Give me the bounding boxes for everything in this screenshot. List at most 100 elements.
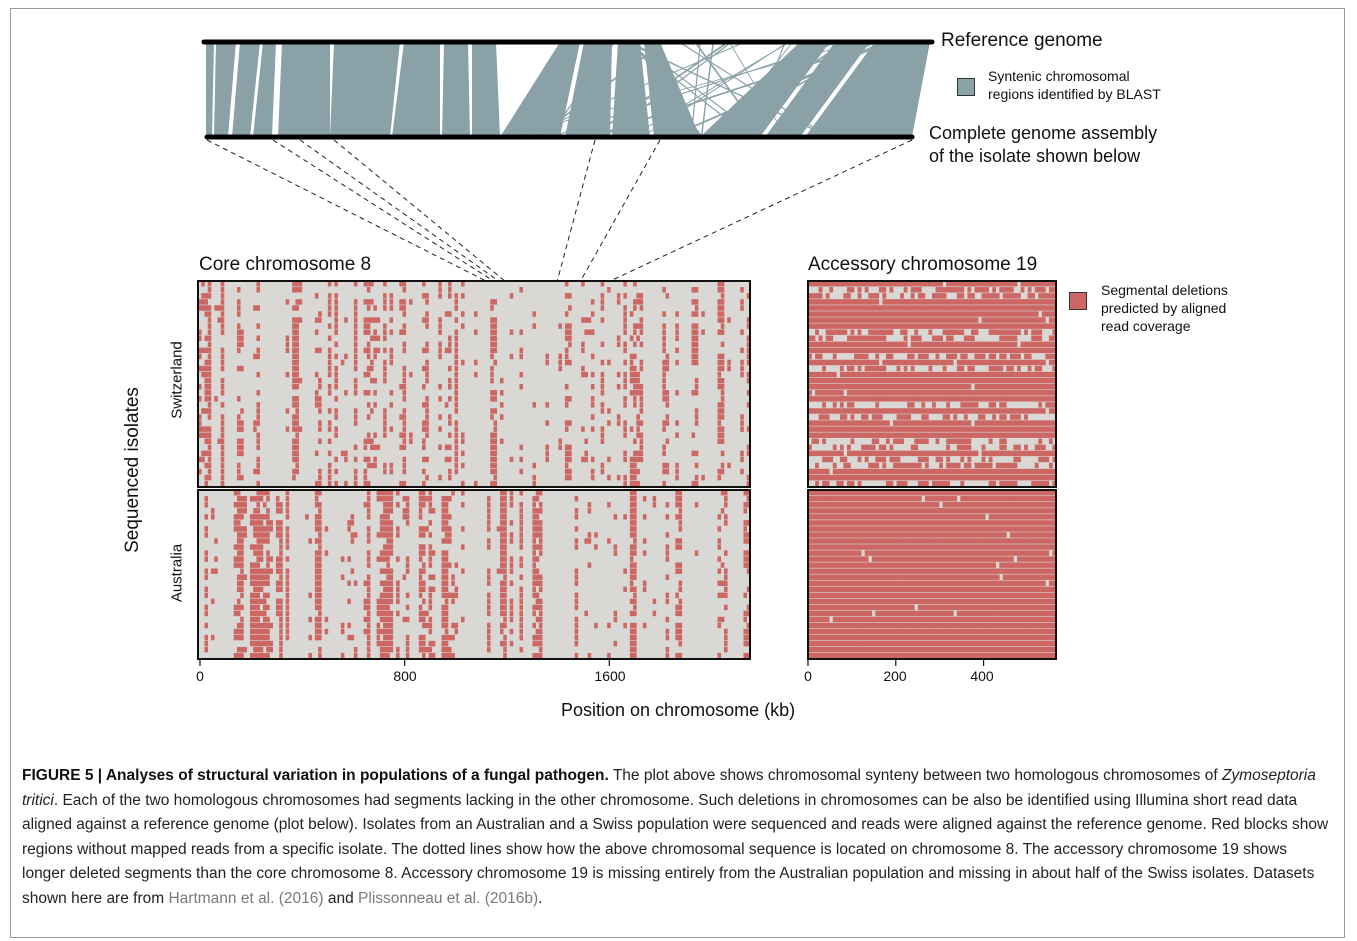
- deletion-block: [832, 526, 844, 532]
- synteny-link: [633, 41, 761, 138]
- deletion-block: [999, 562, 1011, 568]
- deletion-block: [740, 359, 744, 366]
- deletion-block: [318, 311, 322, 317]
- deletion-block: [1038, 456, 1043, 463]
- deletion-block: [418, 646, 423, 653]
- deletion-block: [389, 508, 394, 514]
- deletion-block: [623, 341, 627, 348]
- deletion-block: [519, 371, 524, 378]
- deletion-block: [970, 616, 982, 623]
- deletion-block: [832, 468, 869, 475]
- deletion-block: [259, 652, 264, 659]
- deletion-block: [532, 532, 536, 538]
- deletion-block: [486, 538, 491, 544]
- deletion-block: [587, 652, 592, 659]
- deletion-block: [808, 556, 816, 562]
- deletion-block: [808, 550, 819, 556]
- deletion-block: [461, 281, 465, 287]
- deletion-block: [1009, 544, 1021, 550]
- deletion-block: [811, 438, 816, 444]
- deletion-block: [532, 480, 536, 487]
- deletion-block: [519, 384, 524, 390]
- deletion-block: [259, 598, 267, 605]
- deletion-block: [857, 556, 869, 562]
- deletion-block: [691, 323, 699, 329]
- deletion-block: [262, 532, 267, 538]
- deletion-block: [629, 526, 637, 532]
- deletion-block: [418, 532, 426, 538]
- deletion-block: [613, 514, 618, 520]
- deletion-block: [249, 514, 254, 520]
- deletion-block: [818, 508, 830, 514]
- deletion-block: [818, 293, 823, 299]
- deletion-block: [363, 329, 368, 335]
- deletion-block: [921, 520, 933, 526]
- deletion-block: [256, 556, 264, 562]
- deletion-block: [402, 347, 407, 354]
- deletion-block: [259, 640, 267, 647]
- deletion-block: [204, 574, 209, 580]
- deletion-block: [519, 456, 524, 463]
- deletion-block: [201, 347, 212, 354]
- deletion-block: [353, 456, 358, 463]
- deletion-block: [256, 323, 260, 329]
- deletion-block: [740, 365, 744, 372]
- deletion-block: [204, 496, 209, 502]
- deletion-block: [590, 299, 595, 305]
- deletion-block: [818, 574, 830, 580]
- deletion-block: [960, 526, 972, 532]
- deletion-block: [383, 365, 387, 372]
- deletion-block: [921, 293, 926, 299]
- deletion-block: [441, 562, 449, 568]
- deletion-block: [746, 323, 751, 329]
- deletion-block: [1002, 622, 1014, 629]
- deletion-block: [691, 299, 699, 305]
- deletion-block: [600, 377, 605, 384]
- deletion-block: [1024, 634, 1036, 641]
- deletion-block: [1024, 444, 1028, 451]
- citation-link[interactable]: Hartmann et al. (2016): [168, 889, 324, 907]
- deletion-block: [811, 634, 823, 641]
- deletion-block: [903, 520, 912, 526]
- deletion-block: [808, 628, 819, 635]
- deletion-block: [428, 556, 433, 562]
- deletion-block: [262, 574, 270, 580]
- deletion-block: [691, 353, 699, 360]
- deletion-block: [829, 592, 837, 599]
- deletion-block: [662, 323, 666, 329]
- deletion-block: [861, 414, 865, 420]
- deletion-block: [236, 514, 244, 520]
- deletion-block: [600, 426, 605, 432]
- deletion-block: [451, 592, 455, 599]
- deletion-block: [639, 420, 644, 426]
- deletion-block: [1009, 353, 1021, 360]
- deletion-block: [974, 353, 982, 360]
- deletion-block: [532, 634, 536, 641]
- citation-link[interactable]: Plissonneau et al. (2016b): [358, 889, 539, 907]
- deletion-block: [318, 562, 322, 568]
- deletion-block: [629, 371, 640, 378]
- deletion-block: [366, 341, 371, 348]
- deletion-block: [818, 616, 830, 623]
- deletion-block: [717, 538, 722, 544]
- deletion-block: [344, 480, 348, 487]
- deletion-block: [402, 514, 410, 520]
- deletion-block: [746, 293, 751, 299]
- deletion-block: [882, 556, 894, 562]
- deletion-block: [818, 550, 830, 556]
- deletion-block: [499, 562, 507, 568]
- deletion-block: [519, 592, 524, 599]
- deletion-block: [438, 281, 442, 287]
- deletion-block: [422, 438, 426, 444]
- deletion-block: [953, 305, 989, 311]
- deletion-block: [623, 305, 627, 311]
- deletion-block: [396, 502, 400, 508]
- deletion-block: [581, 347, 585, 354]
- accessory-chromosome-title: Accessory chromosome 19: [808, 254, 1038, 275]
- deletion-block: [623, 329, 627, 335]
- deletion-block: [204, 568, 209, 574]
- deletion-block: [875, 371, 912, 378]
- deletion-block: [285, 335, 290, 341]
- deletion-block: [607, 359, 611, 366]
- deletion-block: [418, 544, 426, 550]
